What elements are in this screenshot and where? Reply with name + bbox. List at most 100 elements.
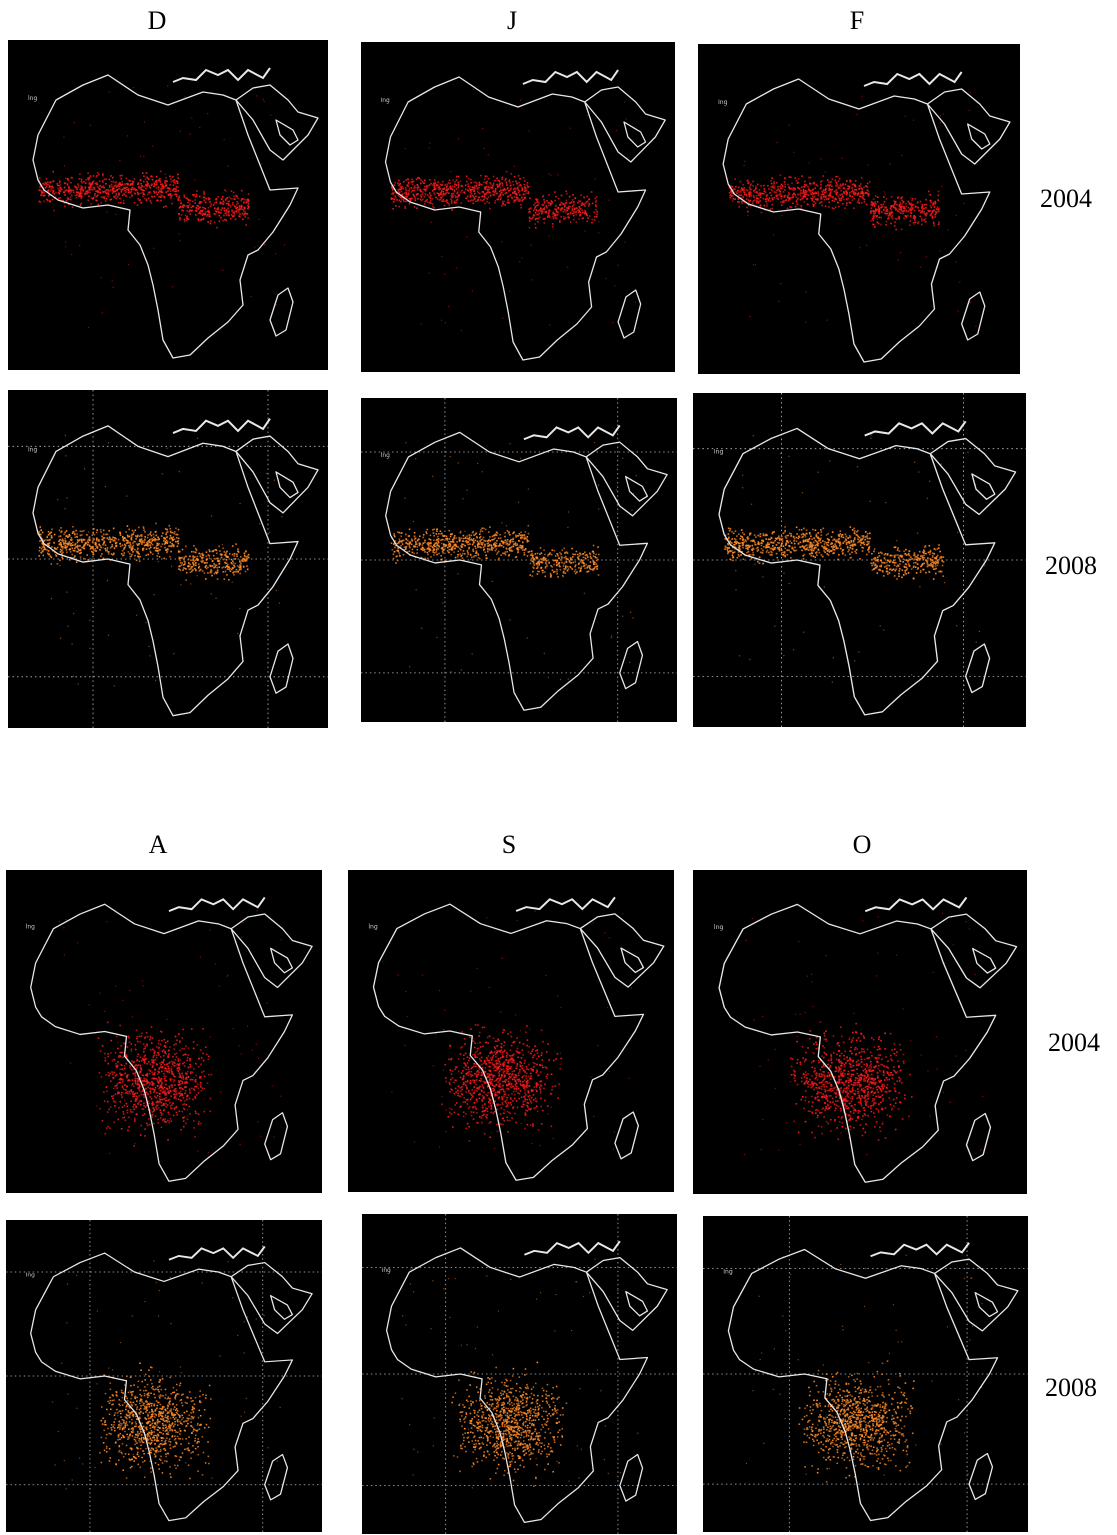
fire-pixel <box>441 532 443 535</box>
fire-pixel <box>216 578 219 580</box>
fire-pixel <box>136 534 139 537</box>
fire-pixel <box>483 539 486 542</box>
fire-pixel <box>573 200 575 203</box>
fire-pixel <box>482 546 485 549</box>
fire-pixel <box>195 549 198 551</box>
fire-pixel <box>199 569 202 571</box>
fire-pixel <box>468 539 471 541</box>
fire-pixel <box>164 546 166 549</box>
fire-pixel <box>96 195 99 197</box>
fire-pixel <box>519 546 522 549</box>
europe-coastline <box>172 67 271 83</box>
fire-pixel <box>595 199 597 202</box>
fire-pixel <box>860 202 863 204</box>
fire-pixel <box>183 204 186 207</box>
fire-pixel <box>178 195 181 197</box>
fire-pixel <box>142 549 144 551</box>
fire-pixel <box>740 194 743 196</box>
fire-pixel <box>494 190 496 192</box>
fire-pixel <box>424 193 427 195</box>
fire-pixel <box>422 547 425 550</box>
fire-pixel <box>573 214 575 217</box>
fire-pixel <box>622 457 624 459</box>
fire-pixel <box>920 207 923 209</box>
fire-pixel <box>221 553 223 556</box>
map-corner-label: lng <box>381 453 390 459</box>
fire-pixel <box>115 181 117 183</box>
fire-pixel <box>916 205 919 208</box>
fire-pixel <box>886 208 888 210</box>
fire-pixel <box>239 502 241 505</box>
fire-pixel <box>446 201 448 204</box>
fire-pixel <box>484 540 487 542</box>
fire-pixel <box>908 203 911 205</box>
fire-pixel <box>547 212 550 214</box>
fire-pixel <box>933 209 935 211</box>
fire-pixel <box>496 183 498 186</box>
fire-pixel <box>207 198 210 201</box>
fire-pixel <box>122 202 125 204</box>
fire-pixel <box>229 567 232 570</box>
fire-pixel <box>45 186 48 188</box>
fire-pixel <box>924 213 926 215</box>
fire-pixel <box>152 533 155 536</box>
fire-pixel <box>212 554 215 557</box>
fire-pixel <box>112 286 114 288</box>
fire-pixel <box>177 199 180 201</box>
fire-pixel <box>821 190 823 193</box>
fire-pixel <box>919 266 922 268</box>
fire-pixel <box>103 195 106 198</box>
fire-pixel <box>583 209 586 212</box>
fire-pixel <box>731 200 734 202</box>
fire-pixel <box>755 200 758 202</box>
fire-pixel <box>817 198 819 201</box>
fire-pixel <box>215 564 218 567</box>
fire-pixel <box>783 181 786 183</box>
fire-pixel <box>822 190 824 193</box>
fire-pixel <box>468 534 471 536</box>
fire-pixel <box>61 545 64 548</box>
fire-pixel <box>510 546 513 548</box>
fire-pixel <box>407 193 410 196</box>
fire-pixel <box>79 244 81 247</box>
fire-pixel <box>581 217 584 220</box>
fire-pixel <box>457 186 460 189</box>
fire-pixel <box>183 556 186 559</box>
fire-pixel <box>241 208 244 211</box>
fire-pixel <box>539 547 542 549</box>
fire-pixel <box>203 192 205 194</box>
fire-pixel <box>122 539 125 542</box>
fire-pixel <box>193 563 195 566</box>
fire-pixel <box>843 198 845 201</box>
fire-pixel <box>430 221 432 223</box>
fire-pixel <box>574 564 577 566</box>
fire-pixel <box>731 186 734 188</box>
fire-pixel <box>193 560 195 563</box>
fire-pixel <box>865 203 868 206</box>
fire-pixel <box>89 538 91 541</box>
fire-pixel <box>861 95 863 97</box>
fire-pixel <box>172 190 174 192</box>
fire-pixel <box>873 558 876 561</box>
fire-pixel <box>405 545 408 548</box>
fire-pixel <box>796 198 799 201</box>
fire-pixel <box>422 188 425 191</box>
fire-pixel <box>595 565 598 568</box>
fire-pixel <box>158 538 160 540</box>
fire-pixel <box>202 560 204 562</box>
fire-pixel <box>108 442 110 444</box>
fire-pixel <box>884 193 886 195</box>
fire-pixel <box>233 570 235 573</box>
fire-pixel <box>453 190 456 193</box>
fire-pixel <box>934 203 936 205</box>
fire-pixel <box>74 544 76 546</box>
fire-pixel <box>892 205 895 207</box>
fire-pixel <box>937 190 940 193</box>
fire-pixel <box>48 195 50 197</box>
fire-pixel <box>459 553 461 555</box>
fire-pixel <box>737 194 740 196</box>
fire-pixel <box>113 191 115 193</box>
fire-pixel <box>883 191 886 193</box>
fire-pixel <box>161 473 163 475</box>
fire-pixel <box>54 196 57 199</box>
